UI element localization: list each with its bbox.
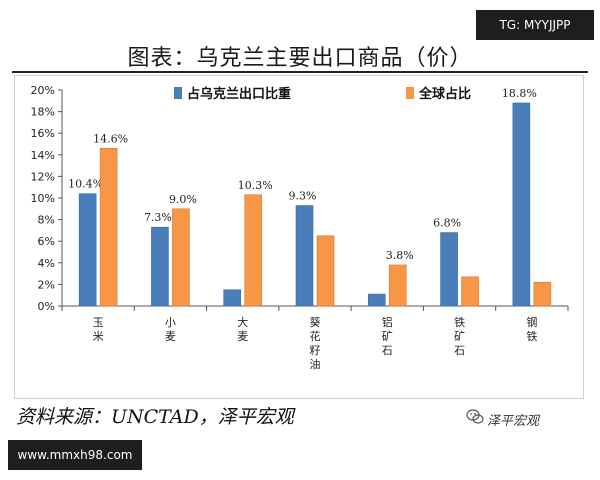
y-tick-label: 4% [38, 257, 55, 270]
y-tick-label: 2% [38, 278, 55, 291]
source-note: 资料来源：UNCTAD，泽平宏观 [16, 406, 294, 428]
watermark-bottom: www.mmxh98.com [8, 440, 142, 470]
chart-title: 图表：乌克兰主要出口商品（价） [127, 46, 473, 71]
y-tick-label: 20% [31, 84, 55, 97]
x-tick-label-char: 矿 [454, 330, 465, 343]
x-tick-label-char: 石 [454, 344, 465, 357]
x-tick-label-char: 钢 [526, 316, 537, 329]
y-tick-label: 6% [38, 235, 55, 248]
bar-ukraine-share [512, 102, 531, 307]
data-label: 6.8% [433, 217, 461, 230]
x-tick-label-char: 麦 [237, 330, 248, 343]
wechat-icon [466, 409, 484, 424]
x-tick-label-char: 麦 [165, 330, 176, 343]
bar-ukraine-share [367, 293, 386, 307]
data-label: 18.8% [502, 87, 537, 100]
bar-ukraine-share [223, 289, 242, 307]
data-label: 10.4% [68, 178, 103, 191]
title-rule [12, 71, 588, 73]
data-label: 9.3% [289, 190, 317, 203]
x-tick-label-char: 籽 [310, 344, 321, 357]
y-tick-label: 10% [31, 192, 55, 205]
bar-ukraine-share [440, 232, 458, 307]
y-tick-label: 0% [38, 300, 55, 313]
bar-global-share [533, 281, 552, 307]
bar-global-share [172, 208, 190, 307]
x-tick-label-char: 大 [237, 315, 248, 329]
data-label: 9.0% [169, 193, 197, 206]
x-tick-label-char: 铁 [454, 316, 465, 329]
legend-label: 占乌克兰出口比重 [187, 86, 291, 102]
legend-label: 全球占比 [418, 86, 471, 102]
bar-ukraine-share [295, 205, 314, 307]
bar-global-share [388, 264, 407, 307]
y-tick-label: 16% [31, 127, 55, 140]
x-tick-label-char: 矿 [382, 330, 393, 343]
brand-label: 泽平宏观 [487, 414, 540, 429]
y-tick-label: 18% [31, 106, 55, 119]
y-tick-label: 12% [31, 170, 55, 183]
data-label: 14.6% [93, 132, 128, 145]
bar-ukraine-share [78, 193, 97, 307]
x-tick-label-char: 铁 [526, 330, 537, 343]
watermark-top: TG: MYYJJPP [476, 10, 594, 40]
bar-global-share [461, 276, 479, 307]
bar-global-share [316, 235, 335, 307]
y-tick-label: 8% [38, 214, 55, 227]
x-tick-label-char: 小 [165, 316, 176, 329]
x-tick-label-char: 葵 [310, 316, 321, 329]
bar-global-share [99, 148, 118, 307]
legend-swatch [406, 87, 414, 99]
data-label: 7.3% [144, 211, 172, 224]
data-label: 3.8% [386, 249, 414, 262]
y-tick-label: 14% [31, 149, 55, 162]
x-tick-label-char: 米 [93, 330, 104, 343]
x-tick-label-char: 铝 [382, 315, 393, 329]
legend-swatch [174, 87, 182, 99]
x-tick-label-char: 玉 [93, 316, 104, 329]
data-label: 10.3% [238, 179, 273, 192]
bar-global-share [244, 194, 263, 307]
x-tick-label-char: 石 [382, 344, 393, 357]
bar-chart: 0% 2% 4% 6% 8% 10% 12% 14% 16% 18% 20% 10.4% 14.6% 玉米… [31, 84, 569, 371]
x-tick-label-char: 油 [310, 357, 321, 371]
x-tick-label-char: 花 [310, 330, 321, 343]
bar-ukraine-share [151, 226, 169, 307]
